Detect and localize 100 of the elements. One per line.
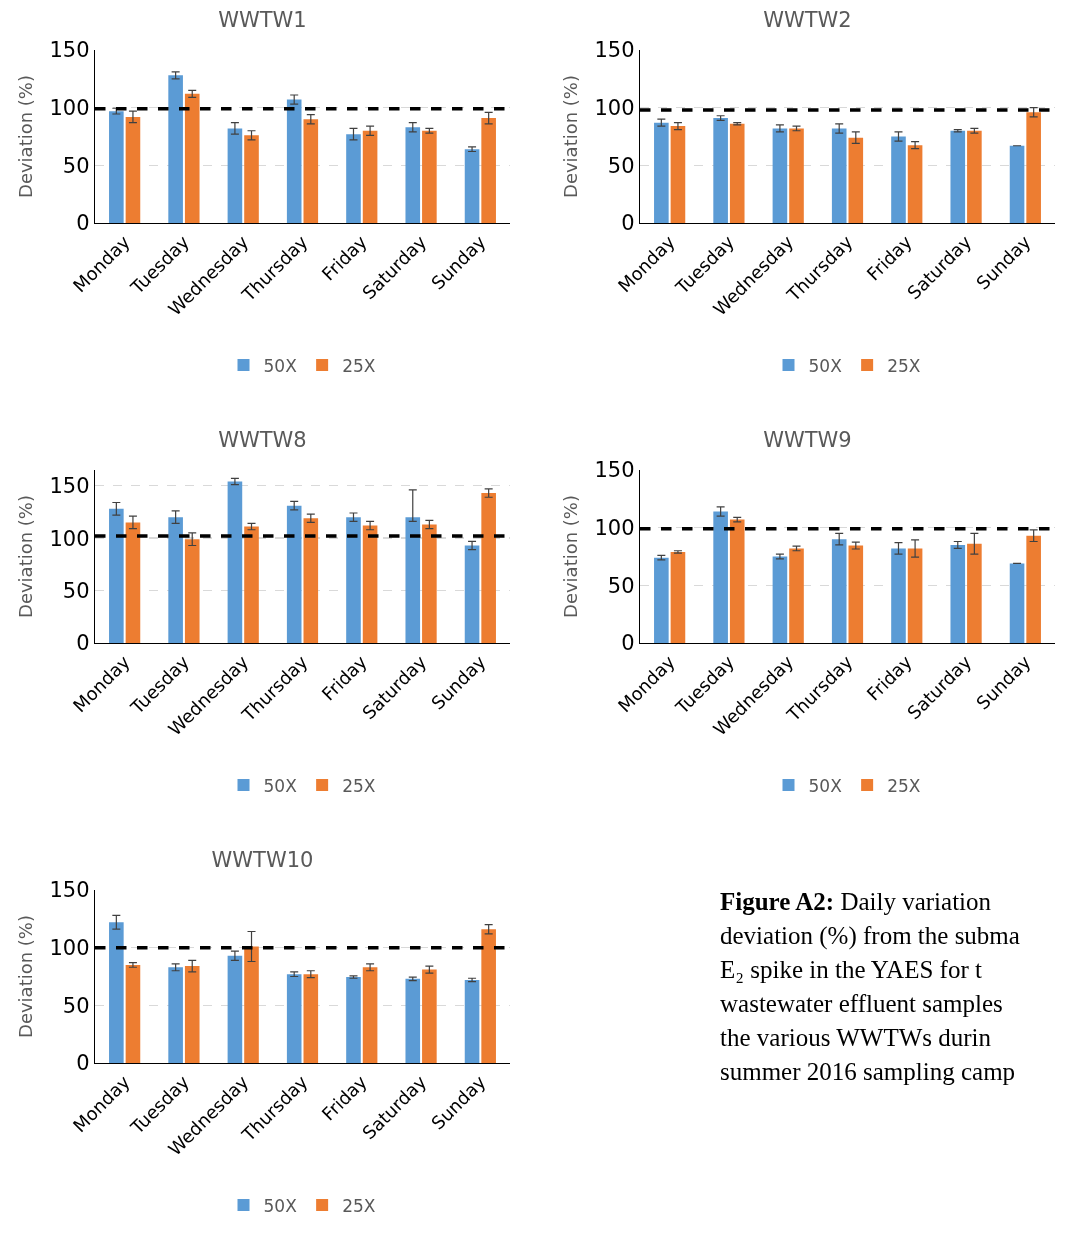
bar: [907, 145, 923, 223]
y-axis-title: Deviation (%): [559, 75, 581, 198]
y-tick-label: 100: [49, 526, 90, 551]
y-tick-label: 0: [621, 211, 635, 236]
bar: [481, 118, 496, 223]
text: deviation (%) from the subma: [720, 922, 1020, 949]
bar: [405, 978, 421, 1063]
bar: [967, 543, 982, 643]
bar: [303, 974, 319, 1063]
y-tick-label: 150: [49, 878, 90, 903]
bar: [481, 493, 496, 643]
y-tick-label: 0: [76, 211, 90, 236]
y-axis-title: Deviation (%): [559, 495, 581, 618]
bar: [1026, 112, 1041, 223]
bar: [848, 137, 864, 223]
y-tick-label: 100: [594, 516, 635, 541]
y-tick-label: 150: [49, 474, 90, 499]
bar: [831, 128, 847, 223]
bar: [789, 548, 804, 643]
bar: [729, 123, 745, 223]
y-axis-title: Deviation (%): [14, 915, 36, 1038]
bar: [464, 545, 480, 643]
bar: [654, 557, 669, 643]
legend-label: 50X: [263, 1195, 298, 1216]
bar: [891, 136, 906, 223]
bar: [1009, 563, 1025, 643]
y-tick-label: 50: [62, 578, 90, 603]
bar: [244, 946, 259, 1063]
legend-label: 50X: [808, 355, 843, 376]
chart-title: WWTW9: [763, 427, 852, 452]
text: E₂ spike in the YAES for t: [720, 956, 982, 983]
bar: [286, 505, 302, 643]
y-tick-label: 150: [49, 38, 90, 63]
bar: [109, 111, 124, 223]
bar: [772, 128, 788, 223]
bar: [1009, 145, 1025, 223]
legend-label: 50X: [263, 355, 298, 376]
bar: [713, 511, 728, 643]
y-axis-title: Deviation (%): [14, 75, 36, 198]
legend-label: 25X: [887, 355, 921, 376]
bar: [184, 539, 200, 643]
bar: [654, 122, 669, 223]
bar: [907, 548, 923, 643]
bar: [772, 556, 788, 643]
bar: [346, 517, 361, 643]
y-tick-label: 50: [607, 153, 635, 178]
legend-label: 25X: [887, 775, 921, 796]
bar: [481, 929, 496, 1063]
bar: [184, 93, 200, 223]
y-tick-label: 100: [49, 936, 90, 961]
bar: [967, 130, 982, 223]
y-tick-label: 150: [594, 38, 635, 63]
bar: [346, 977, 361, 1063]
bar: [286, 974, 302, 1063]
text: summer 2016 sampling camp: [720, 1058, 1016, 1085]
legend-label: 25X: [342, 355, 376, 376]
bar: [125, 522, 141, 643]
bar: [362, 967, 378, 1063]
bar: [670, 551, 686, 643]
bar: [950, 130, 966, 223]
y-tick-label: 50: [607, 573, 635, 598]
bar: [950, 544, 966, 643]
y-tick-label: 0: [76, 1051, 90, 1076]
bar: [109, 922, 124, 1063]
bar: [286, 99, 302, 223]
bar: [464, 979, 480, 1063]
bar: [184, 966, 200, 1063]
text: the various WWTWs durin: [720, 1024, 991, 1051]
bar: [405, 127, 421, 223]
bar: [464, 149, 480, 223]
text: wastewater effluent samples: [720, 990, 1003, 1017]
y-tick-label: 100: [49, 96, 90, 121]
bar: [670, 126, 686, 223]
bar: [125, 116, 141, 223]
y-tick-label: 0: [76, 631, 90, 656]
y-tick-label: 50: [62, 993, 90, 1018]
bar: [168, 75, 183, 223]
bar: [713, 118, 728, 223]
bar: [168, 967, 183, 1063]
bar: [362, 525, 378, 643]
chart-title: WWTW2: [763, 7, 852, 32]
legend-label: 25X: [342, 1195, 376, 1216]
bar: [831, 539, 847, 643]
chart-title: WWTW1: [218, 7, 307, 32]
legend-label: 50X: [808, 775, 843, 796]
bar: [422, 969, 437, 1063]
bar: [227, 128, 243, 223]
text: Daily variation: [840, 888, 992, 915]
bar: [422, 130, 437, 223]
bar: [891, 548, 906, 643]
bar: [303, 518, 319, 643]
bar: [125, 964, 141, 1063]
bar: [362, 130, 378, 223]
bar: [227, 955, 243, 1063]
y-tick-label: 50: [62, 153, 90, 178]
chart-title: WWTW8: [218, 427, 307, 452]
bar: [405, 517, 421, 643]
bar: [244, 526, 259, 643]
y-axis-title: Deviation (%): [14, 495, 36, 618]
text: Figure A2:: [720, 888, 835, 915]
